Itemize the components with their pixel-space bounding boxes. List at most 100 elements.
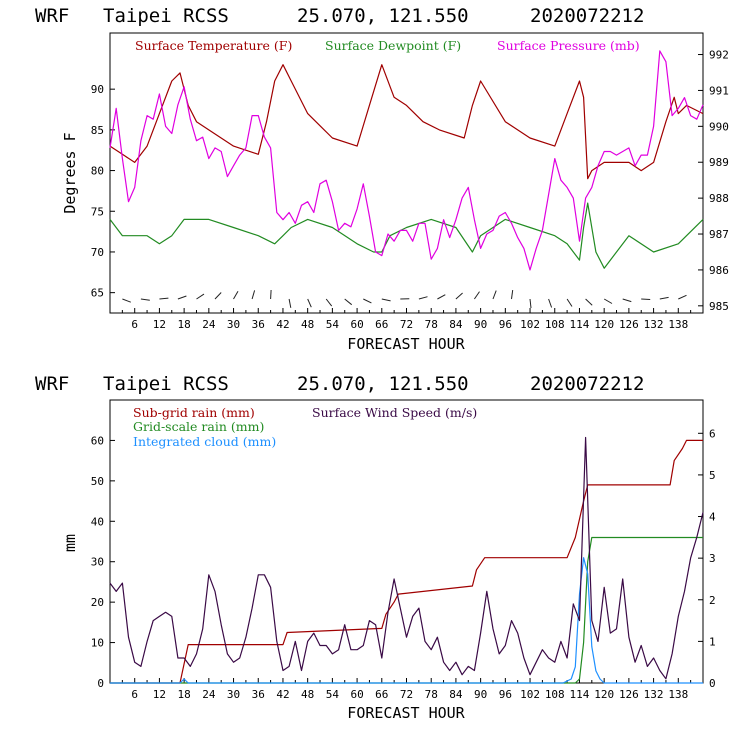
top-x-tick-label: 96 — [499, 318, 512, 331]
top-y2-tick-label: 992 — [709, 49, 729, 62]
wind-barb — [251, 290, 256, 300]
top-y-tick-label: 70 — [91, 246, 104, 259]
bottom-x-tick-label: 96 — [499, 688, 512, 701]
bottom-y2-tick-label: 0 — [709, 677, 716, 690]
top-y-tick-label: 65 — [91, 287, 104, 300]
top-x-tick-label: 6 — [131, 318, 138, 331]
bottom-x-tick-label: 78 — [425, 688, 438, 701]
bottom-y2-tick-label: 4 — [709, 511, 716, 524]
wind-barb — [214, 292, 222, 300]
top-x-axis-label: FORECAST HOUR — [347, 335, 465, 353]
bottom-x-tick-label: 42 — [276, 688, 289, 701]
top-y2-tick-label: 991 — [709, 84, 729, 97]
top-y2-tick-label: 989 — [709, 156, 729, 169]
top-x-tick-label: 24 — [202, 318, 216, 331]
wind-barb — [288, 298, 292, 308]
series-line-surface-temperature — [109, 64, 704, 180]
wind-barb — [455, 292, 463, 300]
bottom-x-tick-label: 66 — [375, 688, 388, 701]
legend-grid-scale-rain: Grid-scale rain (mm) — [133, 419, 264, 434]
bottom-axes: 6 12 18 24 30 36 42 48 54 60 66 72 78 84 90 96 102 108 114… — [91, 427, 716, 701]
series-line-surface-dewpoint — [109, 202, 704, 269]
top-x-tick-label: 132 — [644, 318, 664, 331]
bottom-y2-tick-label: 1 — [709, 635, 716, 648]
top-y-tick-label: 85 — [91, 124, 104, 137]
bottom-title-model: WRF — [35, 373, 69, 395]
top-x-tick-label: 72 — [400, 318, 413, 331]
legend-surface-pressure: Surface Pressure (mb) — [497, 38, 640, 53]
bottom-title-station: Taipei RCSS — [103, 373, 229, 395]
top-series-group — [109, 50, 704, 271]
series-line-surface-wind-speed — [109, 436, 704, 680]
bottom-x-tick-label: 102 — [520, 688, 540, 701]
wind-barb — [622, 298, 632, 303]
top-title-coords: 25.070, 121.550 — [297, 5, 469, 27]
series-line-integrated-cloud — [110, 557, 703, 684]
wind-barb — [641, 298, 651, 300]
bottom-x-tick-label: 126 — [619, 688, 639, 701]
top-x-tick-label: 54 — [326, 318, 340, 331]
bottom-x-tick-label: 132 — [644, 688, 664, 701]
bottom-title-coords: 25.070, 121.550 — [297, 373, 469, 395]
bottom-title-init: 2020072212 — [530, 373, 644, 395]
bottom-x-tick-label: 12 — [153, 688, 166, 701]
bottom-x-axis-label: FORECAST HOUR — [347, 704, 465, 722]
bottom-y-tick-label: 10 — [91, 637, 104, 650]
top-x-tick-label: 48 — [301, 318, 314, 331]
bottom-title: WRF Taipei RCSS 25.070, 121.550 20200722… — [35, 373, 644, 395]
top-x-tick-label: 84 — [449, 318, 463, 331]
legend-surface-wind-speed: Surface Wind Speed (m/s) — [312, 405, 477, 420]
wind-barb — [473, 291, 480, 300]
top-x-tick-label: 108 — [545, 318, 565, 331]
series-line-sub-grid-rain — [110, 439, 703, 684]
bottom-y2-tick-label: 2 — [709, 594, 716, 607]
legend-sub-grid-rain: Sub-grid rain (mm) — [133, 405, 255, 420]
wind-barb — [270, 289, 272, 300]
bottom-y-tick-label: 40 — [91, 515, 104, 528]
series-line-surface-pressure — [109, 50, 704, 271]
wind-barb — [659, 296, 669, 300]
wind-barb — [196, 293, 205, 300]
bottom-series-group — [109, 436, 704, 684]
wind-barb — [437, 294, 446, 300]
top-y2-tick-label: 990 — [709, 120, 729, 133]
top-y-tick-label: 80 — [91, 165, 104, 178]
wind-barb — [511, 290, 514, 300]
top-x-tick-label: 36 — [252, 318, 265, 331]
bottom-x-tick-label: 120 — [594, 688, 614, 701]
wind-barb — [585, 298, 593, 306]
bottom-y2-tick-label: 3 — [709, 552, 716, 565]
wind-barb — [325, 298, 333, 307]
top-x-tick-label: 12 — [153, 318, 166, 331]
top-title-init: 2020072212 — [530, 5, 644, 27]
top-title: WRF Taipei RCSS 25.070, 121.550 20200722… — [35, 5, 644, 27]
wind-barb — [529, 298, 532, 309]
top-legend: Surface Temperature (F) Surface Dewpoint… — [135, 38, 640, 53]
top-y-axis-label: Degrees F — [61, 132, 79, 213]
bottom-x-tick-label: 90 — [474, 688, 487, 701]
top-y2-tick-label: 987 — [709, 228, 729, 241]
top-x-tick-label: 78 — [425, 318, 438, 331]
top-y2-tick-label: 986 — [709, 264, 729, 277]
wind-barb — [678, 294, 687, 300]
wind-barb — [363, 298, 372, 304]
bottom-x-tick-label: 36 — [252, 688, 265, 701]
bottom-y-tick-label: 50 — [91, 475, 104, 488]
bottom-x-tick-label: 60 — [350, 688, 363, 701]
bottom-x-tick-label: 6 — [131, 688, 138, 701]
top-x-tick-label: 42 — [276, 318, 289, 331]
top-x-tick-label: 60 — [350, 318, 363, 331]
top-title-model: WRF — [35, 5, 69, 27]
wind-barb — [418, 296, 428, 300]
wind-barbs — [122, 289, 687, 309]
legend-surface-dewpoint: Surface Dewpoint (F) — [325, 38, 461, 53]
wind-barb — [492, 290, 497, 300]
top-x-tick-label: 90 — [474, 318, 487, 331]
top-x-tick-label: 66 — [375, 318, 388, 331]
top-y2-tick-label: 988 — [709, 192, 729, 205]
bottom-x-tick-label: 114 — [570, 688, 590, 701]
bottom-y-tick-label: 30 — [91, 556, 104, 569]
wind-barb — [233, 290, 239, 300]
wind-barb — [381, 298, 391, 302]
